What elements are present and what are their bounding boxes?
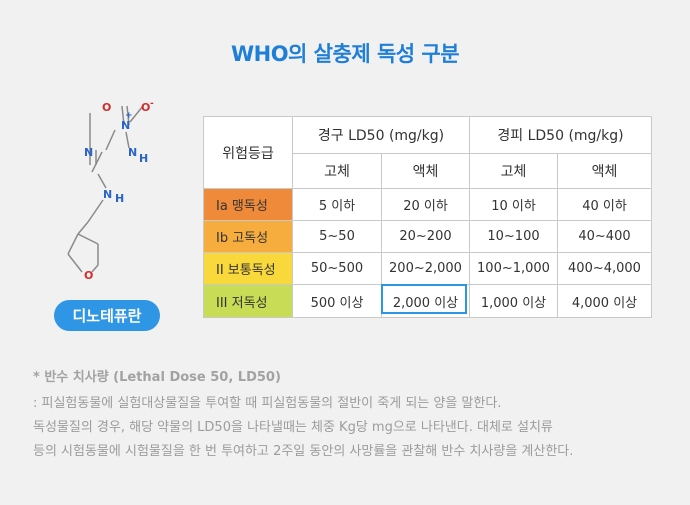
table-cell: 10~100 — [469, 220, 558, 253]
table-cell: 50~500 — [292, 252, 382, 285]
who-toxicity-table: 위험등급 경구 LD50 (mg/kg) 경피 LD50 (mg/kg) 고체 … — [203, 116, 652, 318]
notes-line: 독성물질의 경우, 해당 약물의 LD50을 나타낼때는 체중 Kg당 mg으로… — [33, 420, 553, 435]
level-ii: II 보통독성 — [203, 252, 293, 285]
table-row: Ib 고독성 5~50 20~200 10~100 40~400 — [203, 220, 652, 253]
table-cell: 20~200 — [381, 220, 470, 253]
table-row: II 보통독성 50~500 200~2,000 100~1,000 400~4… — [203, 252, 652, 285]
table-cell: 5 이하 — [292, 188, 382, 221]
atom-n-imine: N — [84, 146, 93, 159]
compound-name-badge: 디노테퓨란 — [54, 300, 160, 331]
header-grade: 위험등급 — [203, 116, 293, 189]
table-cell: 20 이하 — [381, 188, 470, 221]
atom-o-ring: O — [84, 269, 93, 282]
page-title: WHO의 살충제 독성 구분 — [230, 42, 460, 66]
table-cell: 5~50 — [292, 220, 382, 253]
table-cell-highlighted: 2,000 이상 — [381, 284, 470, 318]
atom-o1: O — [102, 101, 111, 114]
atom-n-plus: N — [121, 119, 130, 132]
charge-plus: + — [125, 111, 133, 121]
table-cell: 10 이하 — [469, 188, 558, 221]
table-cell: 200~2,000 — [381, 252, 470, 285]
table-row: Ia 맹독성 5 이하 20 이하 10 이하 40 이하 — [203, 188, 652, 221]
table-row: III 저독성 500 이상 2,000 이상 1,000 이상 4,000 이… — [203, 284, 652, 318]
level-ia: Ia 맹독성 — [203, 188, 293, 221]
table-cell: 100~1,000 — [469, 252, 558, 285]
notes-line: : 피실험동물에 실험대상물질을 투여할 때 피실험동물의 절반이 죽게 되는 … — [33, 396, 502, 411]
level-iii: III 저독성 — [203, 284, 293, 318]
table-cell: 4,000 이상 — [557, 284, 652, 318]
table-cell: 500 이상 — [292, 284, 382, 318]
ld50-notes: * 반수 치사량 (Lethal Dose 50, LD50) : 피실험동물에… — [33, 366, 673, 469]
table-cell: 1,000 이상 — [469, 284, 558, 318]
header-dermal-liquid: 액체 — [557, 153, 652, 189]
atom-h1: H — [139, 152, 148, 165]
header-dermal: 경피 LD50 (mg/kg) — [469, 116, 652, 154]
table-cell: 400~4,000 — [557, 252, 652, 285]
table-cell: 40 이하 — [557, 188, 652, 221]
atom-n-h1: N — [128, 146, 137, 159]
notes-heading: * 반수 치사량 (Lethal Dose 50, LD50) — [33, 370, 281, 385]
header-oral: 경구 LD50 (mg/kg) — [292, 116, 470, 154]
header-oral-liquid: 액체 — [381, 153, 470, 189]
notes-line: 등의 시험동물에 시험물질을 한 번 투여하고 2주일 동안의 사망률을 관찰해… — [33, 444, 574, 459]
level-ib: Ib 고독성 — [203, 220, 293, 253]
atom-n-h2: N — [103, 188, 112, 201]
header-dermal-solid: 고체 — [469, 153, 558, 189]
header-oral-solid: 고체 — [292, 153, 382, 189]
atom-h2: H — [115, 192, 124, 205]
atom-o2: O — [141, 101, 150, 114]
dinotefuran-structure: O O - N + N N H N H O — [67, 99, 154, 282]
charge-minus: - — [150, 99, 154, 109]
table-cell: 40~400 — [557, 220, 652, 253]
